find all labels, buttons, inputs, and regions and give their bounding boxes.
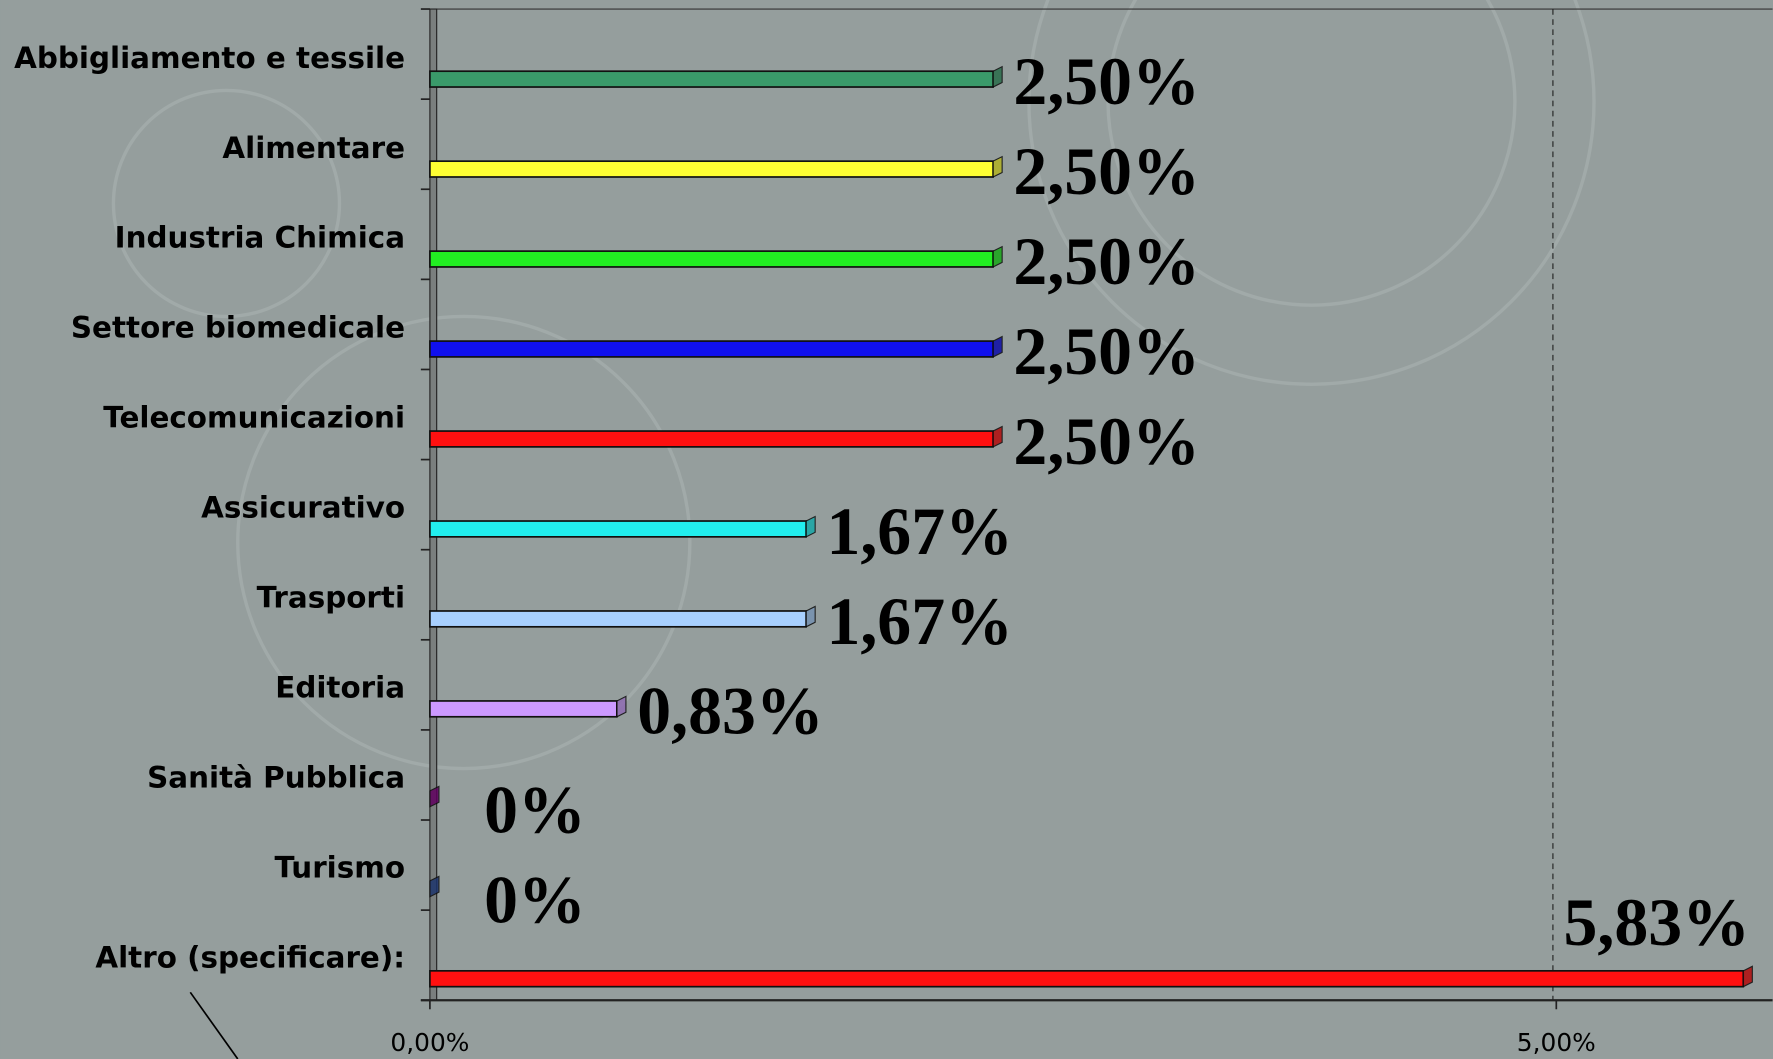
bar-side [992,65,1003,88]
value-label: 1,67% [826,584,1012,659]
value-label: 1,67% [826,494,1012,569]
decoration [111,0,1596,771]
y-tick-label: Settore biomedicale [71,311,405,345]
bar-side [429,875,440,898]
bar [429,430,994,448]
bar [429,340,994,358]
y-tick-label: Abbigliamento e tessile [14,41,405,75]
bar [429,520,807,538]
y-tick-label: Sanità Pubblica [147,761,405,795]
bar [429,700,618,718]
value-label: 2,50% [1013,224,1199,299]
y-tick-label: Industria Chimica [115,221,405,255]
x-tick-label: 5,00% [1517,1028,1596,1057]
bar-side [805,605,816,628]
bar-side [429,785,440,808]
bar [429,250,994,268]
value-label: 2,50% [1013,314,1199,389]
y-tick-label: Turismo [274,850,405,884]
y-tick-label: Alimentare [222,131,405,165]
value-label: 2,50% [1013,404,1199,479]
y-tick-label: Trasporti [257,581,405,615]
bar-side [992,335,1003,358]
bar [429,969,1745,988]
value-label: 0% [484,773,586,848]
bar-side [992,155,1003,178]
bar [429,70,994,88]
value-label: 0% [484,863,586,938]
decoration-line [189,991,239,1059]
value-label: 2,50% [1013,134,1199,209]
y-tick-label: Altro (specificare): [95,940,405,974]
bar-side [1742,965,1753,988]
value-label: 5,83% [1564,885,1750,960]
bar-side [992,425,1003,448]
bar-side [992,245,1003,268]
value-label: 2,50% [1013,44,1199,119]
x-tick-label: 0,00% [390,1028,469,1057]
bar [429,160,994,178]
bar [429,610,807,628]
y-axis-wall [429,8,438,1001]
bar-side [616,695,627,718]
value-label: 0,83% [637,674,823,749]
bar-side [805,515,816,538]
y-tick-label: Editoria [275,671,405,705]
y-tick-label: Telecomunicazioni [103,401,405,435]
y-tick-label: Assicurativo [201,491,405,525]
